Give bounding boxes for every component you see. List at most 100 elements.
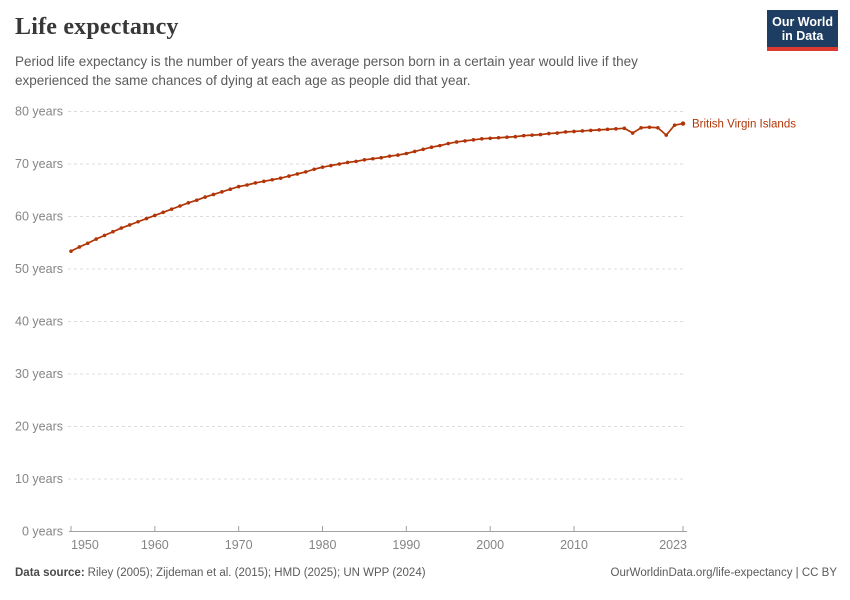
data-point[interactable] bbox=[329, 163, 333, 168]
data-point[interactable] bbox=[505, 135, 509, 140]
data-point[interactable] bbox=[496, 135, 501, 140]
y-tick-label: 70 years bbox=[15, 157, 63, 171]
data-point[interactable] bbox=[513, 134, 518, 139]
footer-links: OurWorldinData.org/life-expectancy | CC … bbox=[611, 567, 838, 579]
chart-footer: Data source: Riley (2005); Zijdeman et al… bbox=[15, 567, 837, 579]
data-point[interactable] bbox=[270, 177, 275, 182]
data-point[interactable] bbox=[454, 140, 459, 144]
data-point[interactable] bbox=[656, 125, 660, 130]
data-point[interactable] bbox=[127, 223, 132, 227]
data-point[interactable] bbox=[236, 184, 241, 189]
data-point[interactable] bbox=[438, 143, 442, 148]
data-point[interactable] bbox=[211, 192, 216, 197]
y-tick-label: 50 years bbox=[15, 262, 63, 276]
data-point[interactable] bbox=[194, 198, 199, 203]
data-point[interactable] bbox=[530, 133, 534, 137]
site-link[interactable]: OurWorldinData.org/life-expectancy bbox=[610, 567, 793, 579]
data-point[interactable] bbox=[412, 149, 417, 154]
data-point[interactable] bbox=[563, 130, 568, 134]
data-point[interactable] bbox=[153, 213, 157, 218]
y-tick-label: 80 years bbox=[15, 105, 63, 119]
data-point[interactable] bbox=[287, 174, 291, 178]
data-point[interactable] bbox=[253, 181, 258, 185]
data-point[interactable] bbox=[396, 153, 400, 157]
data-point[interactable] bbox=[220, 190, 224, 194]
x-tick-label: 2000 bbox=[476, 538, 504, 552]
y-tick-label: 30 years bbox=[15, 367, 63, 381]
data-point[interactable] bbox=[479, 137, 484, 141]
data-point[interactable] bbox=[664, 133, 669, 137]
y-tick-label: 0 years bbox=[22, 525, 63, 539]
data-point[interactable] bbox=[119, 226, 124, 230]
data-point[interactable] bbox=[320, 165, 325, 169]
data-point[interactable] bbox=[605, 127, 610, 132]
data-point[interactable] bbox=[387, 154, 392, 158]
series-line[interactable] bbox=[70, 122, 684, 252]
data-point[interactable] bbox=[555, 131, 560, 135]
data-point[interactable] bbox=[203, 195, 207, 199]
data-point[interactable] bbox=[178, 204, 182, 208]
owid-logo[interactable]: Our World in Data bbox=[767, 10, 838, 51]
data-point[interactable] bbox=[597, 128, 601, 132]
x-tick-label: 1950 bbox=[71, 538, 99, 552]
data-point[interactable] bbox=[161, 210, 166, 215]
data-point[interactable] bbox=[614, 127, 618, 131]
data-point[interactable] bbox=[547, 131, 551, 136]
data-point[interactable] bbox=[421, 147, 425, 152]
data-point[interactable] bbox=[77, 245, 82, 249]
data-point[interactable] bbox=[345, 160, 350, 165]
data-point[interactable] bbox=[111, 229, 115, 234]
data-point[interactable] bbox=[245, 183, 249, 187]
data-point[interactable] bbox=[85, 241, 90, 246]
y-tick-label: 20 years bbox=[15, 420, 63, 434]
data-point[interactable] bbox=[471, 138, 476, 142]
owid-logo-line1: Our World bbox=[772, 15, 833, 29]
data-point[interactable] bbox=[69, 249, 73, 253]
series-end-label[interactable]: British Virgin Islands bbox=[692, 119, 796, 131]
x-tick-label: 1970 bbox=[225, 538, 253, 552]
data-point[interactable] bbox=[303, 170, 308, 174]
data-point[interactable] bbox=[278, 176, 283, 180]
data-point[interactable] bbox=[362, 158, 367, 162]
data-point[interactable] bbox=[446, 141, 451, 146]
data-point[interactable] bbox=[630, 131, 635, 135]
data-point[interactable] bbox=[672, 123, 677, 127]
data-point[interactable] bbox=[228, 187, 233, 191]
footer-divider: | bbox=[792, 567, 802, 579]
data-point[interactable] bbox=[379, 155, 383, 160]
data-point[interactable] bbox=[429, 145, 434, 149]
data-source-label: Data source: bbox=[15, 567, 85, 579]
data-point[interactable] bbox=[404, 151, 409, 156]
data-point[interactable] bbox=[588, 128, 593, 133]
data-point[interactable] bbox=[572, 129, 576, 134]
data-point[interactable] bbox=[580, 129, 585, 133]
data-point[interactable] bbox=[371, 156, 375, 161]
data-point[interactable] bbox=[186, 201, 191, 205]
data-point[interactable] bbox=[488, 136, 492, 141]
data-point[interactable] bbox=[647, 125, 652, 130]
data-point[interactable] bbox=[94, 237, 98, 241]
data-source-text: Riley (2005); Zijdeman et al. (2015); HM… bbox=[87, 567, 426, 579]
data-point[interactable] bbox=[521, 133, 526, 138]
data-point[interactable] bbox=[680, 121, 686, 126]
data-point[interactable] bbox=[262, 179, 266, 184]
data-point[interactable] bbox=[144, 216, 149, 221]
data-point[interactable] bbox=[295, 172, 300, 176]
data-point[interactable] bbox=[312, 167, 316, 172]
data-point[interactable] bbox=[354, 159, 358, 164]
page-title: Life expectancy bbox=[15, 14, 179, 40]
data-point[interactable] bbox=[622, 126, 627, 131]
license-link[interactable]: CC BY bbox=[801, 567, 837, 579]
data-point[interactable] bbox=[538, 132, 543, 137]
data-point[interactable] bbox=[337, 162, 342, 166]
owid-logo-line2: in Data bbox=[781, 29, 824, 43]
y-tick-label: 10 years bbox=[15, 472, 63, 486]
data-point[interactable] bbox=[136, 219, 140, 224]
data-point[interactable] bbox=[463, 139, 467, 143]
data-point[interactable] bbox=[169, 207, 174, 211]
y-tick-label: 60 years bbox=[15, 210, 63, 224]
data-point[interactable] bbox=[102, 233, 107, 238]
data-point[interactable] bbox=[639, 125, 643, 130]
